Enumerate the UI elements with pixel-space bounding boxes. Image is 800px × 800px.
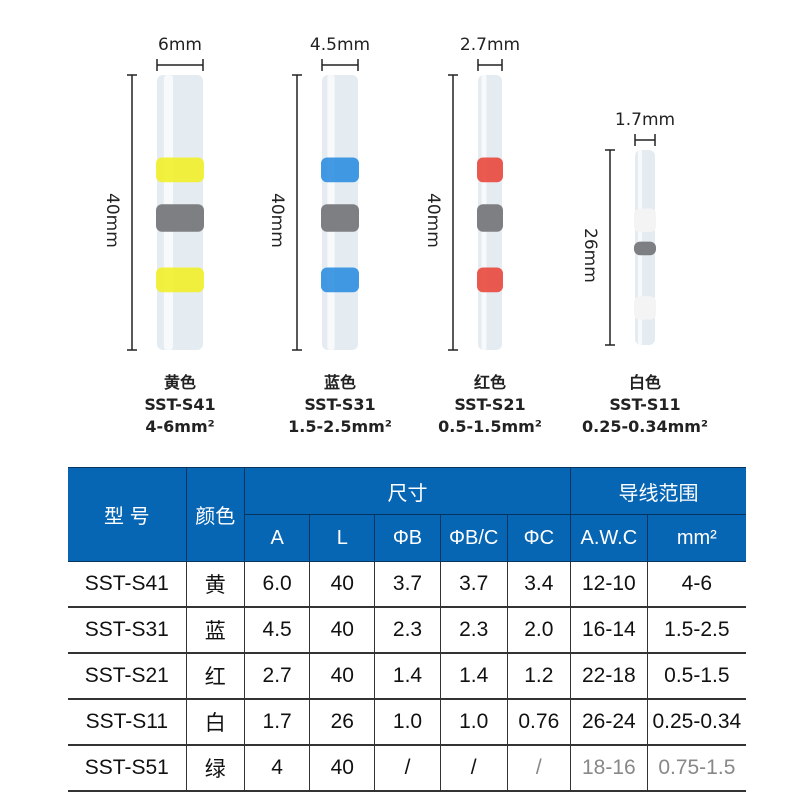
table-cell: 26-24 <box>570 699 648 746</box>
width-label: 1.7mm <box>614 110 676 130</box>
width-label: 6mm <box>158 35 202 55</box>
caption-color-name: 黄色 <box>163 373 196 392</box>
table-cell: 蓝 <box>185 607 245 654</box>
width-label: 4.5mm <box>309 35 371 55</box>
table-row: SST-S21 红 2.7 40 1.4 1.4 1.2 22-18 0.5-1.5 <box>68 653 746 700</box>
solder-band <box>156 267 204 293</box>
table-cell: 0.5-1.5 <box>646 653 746 700</box>
table-cell: 40 <box>309 561 376 608</box>
table-cell: SST-S21 <box>68 653 187 700</box>
table-cell: 0.76 <box>506 699 572 746</box>
table-cell: 12-10 <box>570 561 648 608</box>
header-col: ΦC <box>506 514 572 562</box>
connector-illustration <box>292 59 359 351</box>
solder-band <box>321 267 359 293</box>
table-cell: 4 <box>243 745 311 792</box>
caption-color-name: 红色 <box>473 373 506 392</box>
length-label: 26mm <box>580 227 600 283</box>
product-caption: 红色 SST-S21 0.5-1.5mm² <box>390 372 590 438</box>
table-cell: 26 <box>309 699 376 746</box>
table-cell: 40 <box>309 653 376 700</box>
solder-band <box>321 157 359 183</box>
connector-illustration <box>127 59 204 351</box>
header-col: ΦB/C <box>439 514 508 562</box>
table-row: SST-S31 蓝 4.5 40 2.3 2.3 2.0 16-14 1.5-2.5 <box>68 607 746 654</box>
table-cell: 1.0 <box>439 699 508 746</box>
caption-range: 1.5-2.5mm² <box>288 417 392 436</box>
table-cell: 4.5 <box>243 607 311 654</box>
spec-table: 型 号 颜色 尺寸 导线范围 A L ΦB ΦB/C ΦC A.W.C mm² SST-S4… <box>68 467 746 792</box>
table-cell: 红 <box>185 653 245 700</box>
header-col: mm² <box>646 514 746 562</box>
table-cell: 0.25-0.34 <box>646 699 746 746</box>
product-caption: 黄色 SST-S41 4-6mm² <box>80 372 280 438</box>
product-caption: 蓝色 SST-S31 1.5-2.5mm² <box>240 372 440 438</box>
table-cell: 3.4 <box>506 561 572 608</box>
table-row: SST-S51 绿 4 40///18-16 0.75-1.5 <box>68 745 746 792</box>
header-col: A <box>244 514 311 562</box>
table-cell: / <box>439 745 508 792</box>
seal-band <box>634 296 656 320</box>
caption-model: SST-S41 <box>144 395 216 414</box>
caption-model: SST-S21 <box>454 395 526 414</box>
table-cell: / <box>506 745 572 792</box>
caption-range: 0.25-0.34mm² <box>582 417 708 436</box>
header-wire-range: 导线范围 <box>570 467 746 515</box>
table-cell: 2.0 <box>506 607 572 654</box>
solder-ring <box>321 204 359 232</box>
table-cell: 2.3 <box>439 607 508 654</box>
table-cell: 2.3 <box>374 607 441 654</box>
connector-illustration <box>448 59 503 351</box>
table-cell: 1.5-2.5 <box>646 607 746 654</box>
table-cell: 40 <box>309 745 376 792</box>
width-label: 2.7mm <box>459 35 521 55</box>
table-cell: / <box>374 745 441 792</box>
table-cell: 1.4 <box>374 653 441 700</box>
header-model: 型 号 <box>68 467 187 562</box>
table-cell: 1.2 <box>506 653 572 700</box>
table-cell: SST-S51 <box>68 745 187 792</box>
caption-model: SST-S31 <box>304 395 376 414</box>
table-cell: SST-S41 <box>68 561 187 608</box>
table-cell: 18-16 <box>570 745 648 792</box>
table-cell: 3.7 <box>439 561 508 608</box>
header-col: A.W.C <box>570 514 648 562</box>
header-size: 尺寸 <box>243 467 572 515</box>
connector-illustration <box>605 134 656 346</box>
solder-ring <box>477 204 503 232</box>
table-cell: SST-S11 <box>68 699 187 746</box>
table-cell: 16-14 <box>570 607 648 654</box>
table-cell: 22-18 <box>570 653 648 700</box>
table-cell: 40 <box>309 607 376 654</box>
table-cell: 3.7 <box>374 561 441 608</box>
table-cell: 绿 <box>185 745 245 792</box>
header-color: 颜色 <box>185 467 245 562</box>
solder-band <box>156 157 204 183</box>
caption-range: 0.5-1.5mm² <box>438 417 542 436</box>
table-cell: 1.4 <box>439 653 508 700</box>
caption-range: 4-6mm² <box>145 417 215 436</box>
solder-ring <box>156 204 204 232</box>
table-cell: 1.0 <box>374 699 441 746</box>
table-cell: 白 <box>185 699 245 746</box>
table-cell: 2.7 <box>243 653 311 700</box>
caption-model: SST-S11 <box>609 395 681 414</box>
caption-color-name: 白色 <box>628 373 661 392</box>
header-col: L <box>309 514 376 562</box>
caption-color-name: 蓝色 <box>323 373 356 392</box>
solder-band <box>477 157 503 183</box>
solder-ring <box>634 241 656 256</box>
table-cell: 6.0 <box>243 561 311 608</box>
seal-band <box>634 208 656 232</box>
table-cell: 4-6 <box>646 561 746 608</box>
table-cell: 黄 <box>185 561 245 608</box>
table-row: SST-S11 白 1.7 26 1.0 1.0 0.76 26-24 0.25-0.34 <box>68 699 746 746</box>
solder-band <box>477 267 503 293</box>
table-cell: 1.7 <box>243 699 311 746</box>
header-col: ΦB <box>374 514 441 562</box>
table-cell: 0.75-1.5 <box>646 745 746 792</box>
table-cell: SST-S31 <box>68 607 187 654</box>
table-row: SST-S41 黄 6.0 40 3.7 3.7 3.4 12-10 4-6 <box>68 561 746 608</box>
product-caption: 白色 SST-S11 0.25-0.34mm² <box>545 372 745 438</box>
